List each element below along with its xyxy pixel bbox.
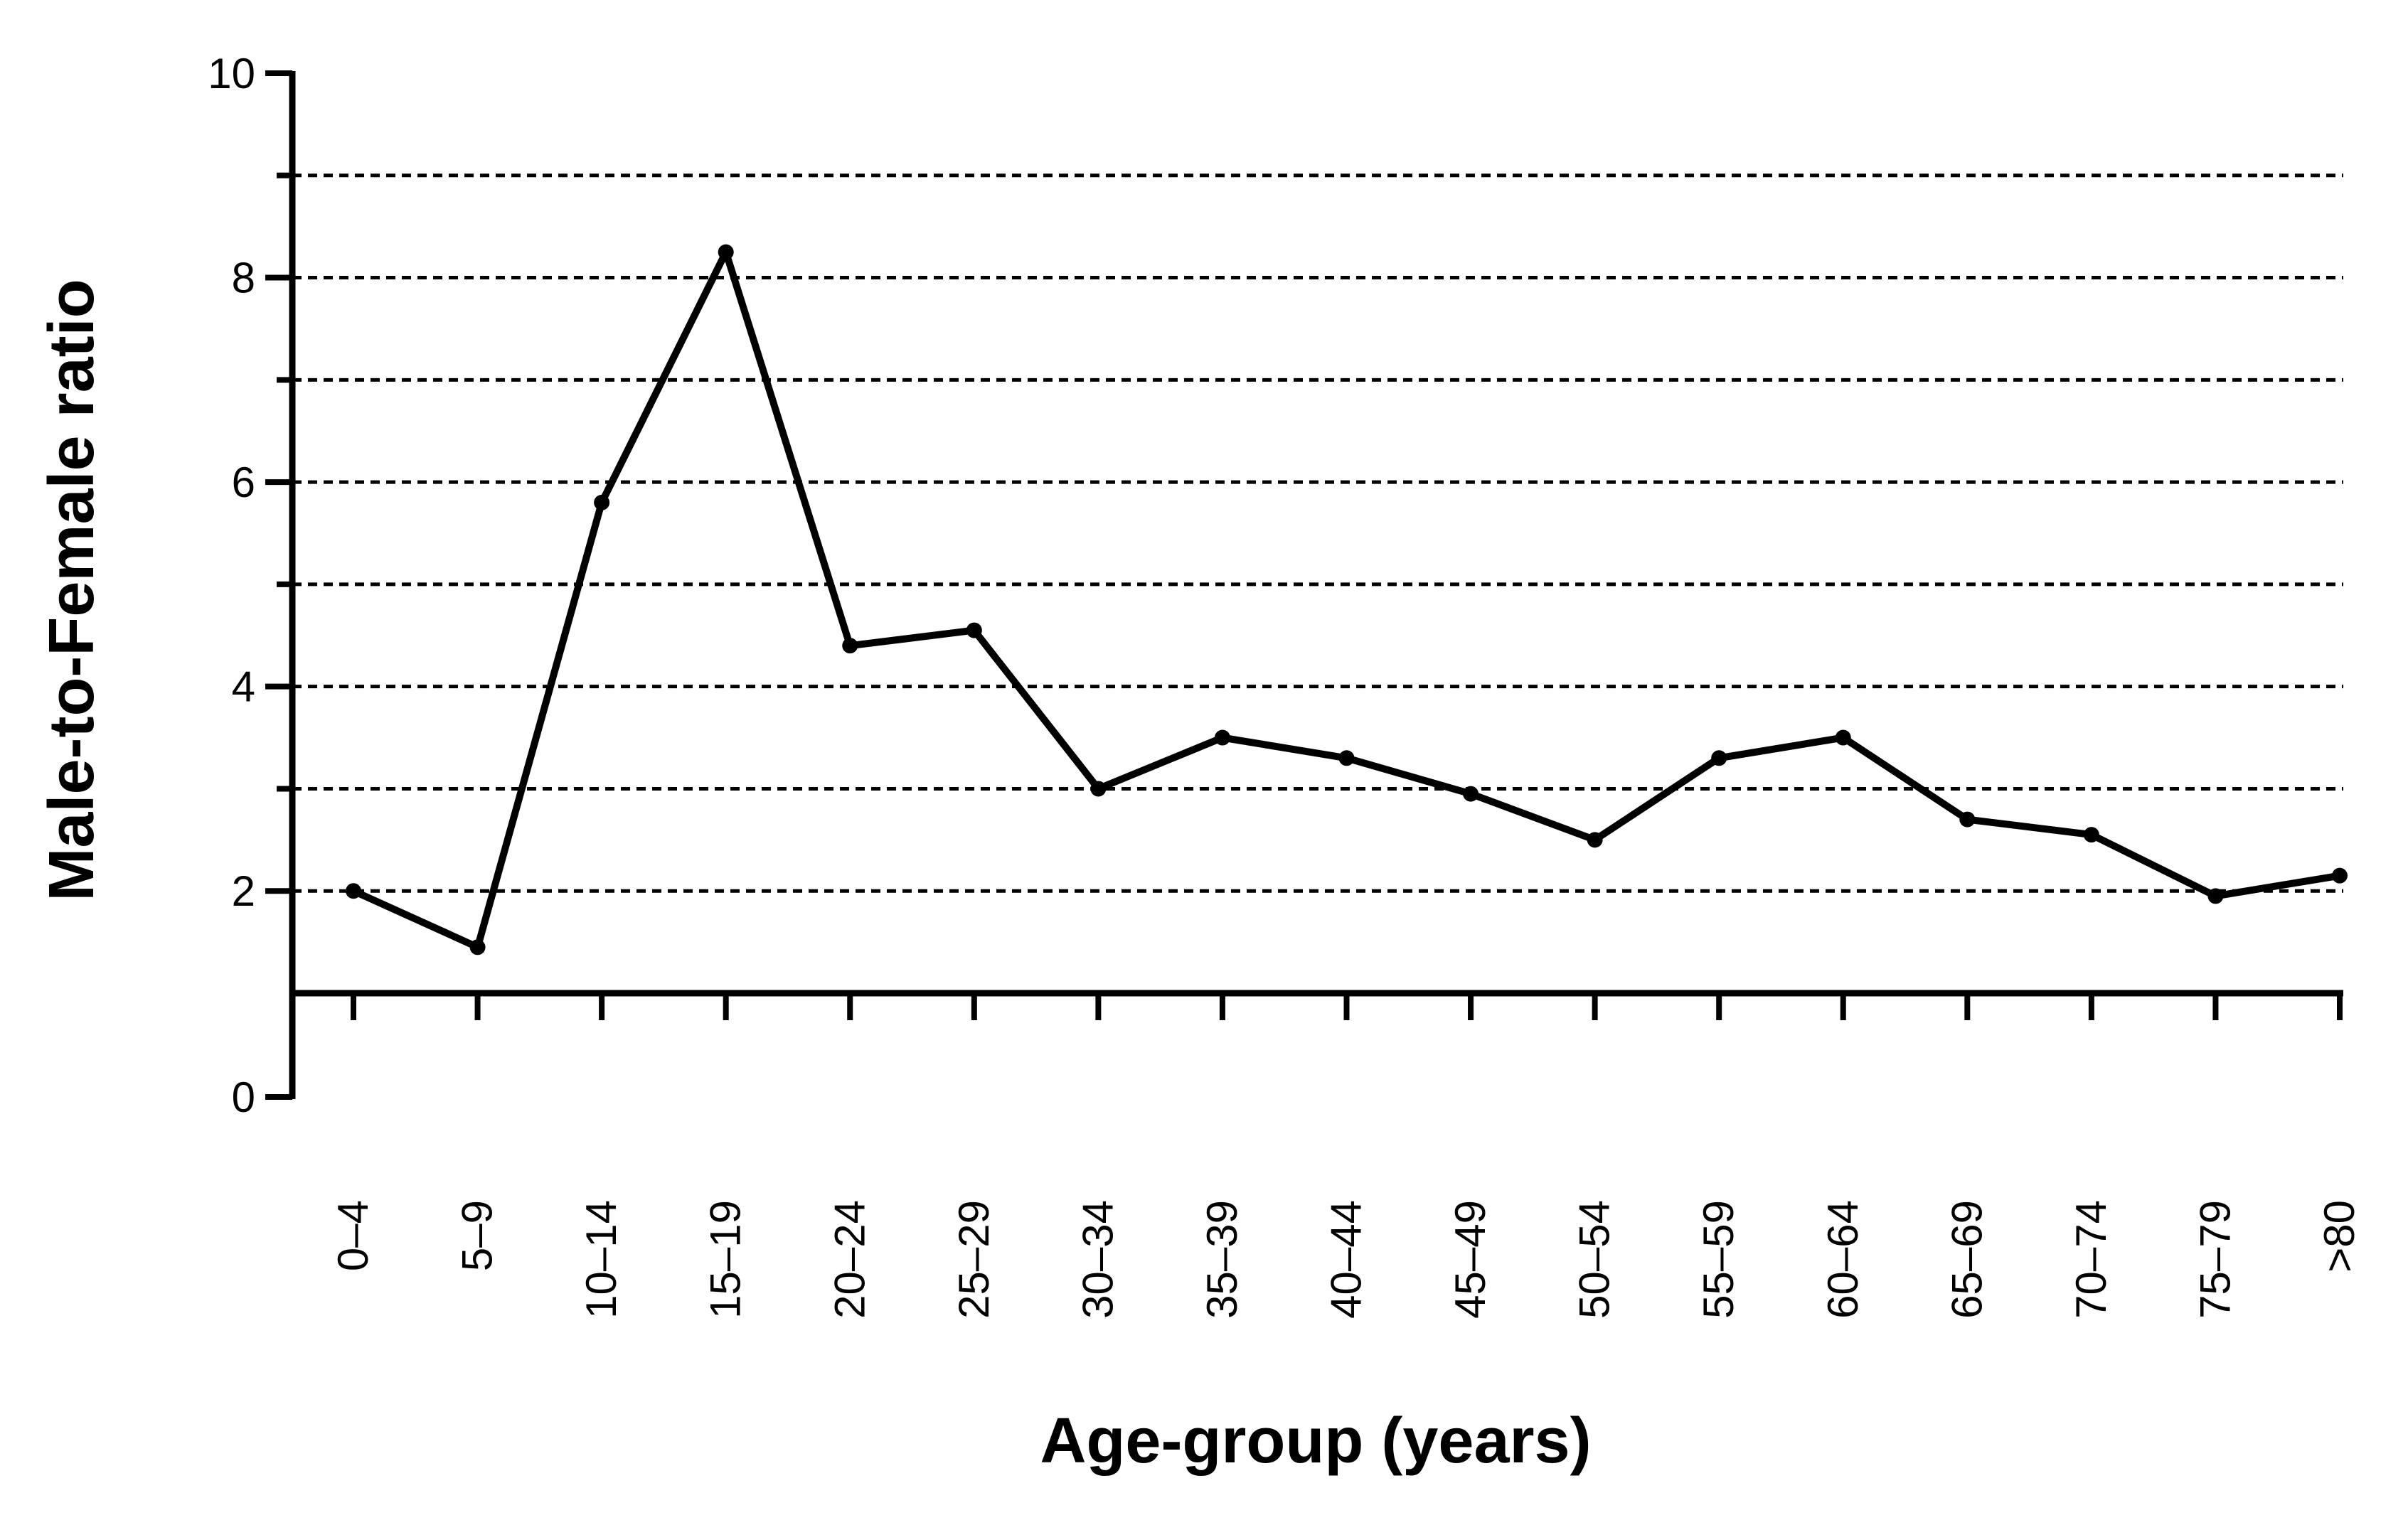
data-point <box>1959 811 1976 828</box>
x-tick-label: 65–69 <box>1943 1200 1991 1319</box>
data-point <box>346 883 361 899</box>
x-tick-label: 45–49 <box>1447 1200 1494 1319</box>
data-point <box>718 244 734 260</box>
x-tick-label: 70–74 <box>2067 1200 2115 1319</box>
series-line <box>350 248 2343 951</box>
data-point <box>1711 750 1727 766</box>
y-tick-label: 2 <box>232 867 255 915</box>
data-point <box>1835 729 1851 746</box>
x-tick-label: 30–34 <box>1074 1200 1122 1319</box>
data-point <box>842 638 858 654</box>
data-point <box>2332 867 2348 884</box>
data-point <box>1214 729 1230 746</box>
data-point <box>469 939 486 955</box>
x-tick-label: 15–19 <box>702 1200 750 1319</box>
data-point <box>1587 832 1603 848</box>
x-tick-label: 10–14 <box>577 1200 625 1319</box>
data-point <box>1338 750 1355 766</box>
data-point <box>1463 786 1479 802</box>
data-point <box>1090 781 1107 797</box>
y-tick-label: 10 <box>208 50 255 97</box>
grid-lines <box>292 173 2343 893</box>
y-axis-title: Male-to-Female ratio <box>36 279 107 901</box>
x-tick-label: 55–59 <box>1695 1200 1742 1319</box>
x-axis-title: Age-group (years) <box>1040 1406 1591 1477</box>
data-point <box>594 494 610 510</box>
x-tick-label: >80 <box>2316 1200 2363 1273</box>
axes <box>265 70 2343 1100</box>
y-tick-label: 8 <box>232 255 255 302</box>
x-tick-label: 35–39 <box>1198 1200 1246 1319</box>
y-tick-label: 6 <box>232 459 255 506</box>
x-tick-label: 40–44 <box>1323 1200 1370 1319</box>
x-tick-label: 5–9 <box>454 1200 501 1271</box>
data-series <box>346 244 2348 955</box>
data-point <box>2083 827 2099 843</box>
x-tick-label: 60–64 <box>1819 1200 1867 1319</box>
x-tick-label: 25–29 <box>950 1200 998 1319</box>
y-tick-label: 4 <box>232 663 255 711</box>
data-point <box>2207 888 2224 904</box>
x-tick-label: 75–79 <box>2191 1200 2239 1319</box>
x-tick-label: 0–4 <box>329 1200 377 1271</box>
data-point <box>966 622 982 638</box>
x-tick-label: 20–24 <box>826 1200 873 1319</box>
x-tick-label: 50–54 <box>1571 1200 1619 1319</box>
y-tick-label: 0 <box>232 1074 255 1121</box>
tick-labels: 0 2 4 6 8 10 0–4 5–9 10–14 15–19 20–24 25–29 30–34 35… <box>208 50 2363 1319</box>
